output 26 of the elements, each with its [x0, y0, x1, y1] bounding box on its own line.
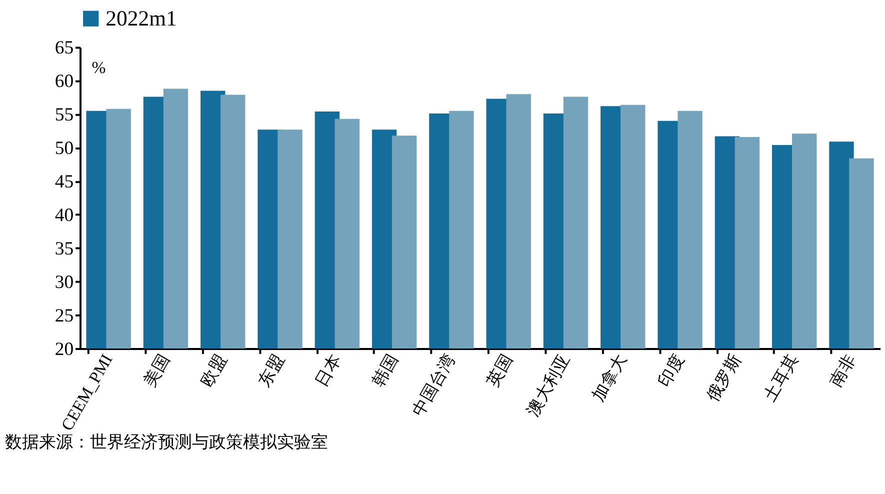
annotation: %	[92, 58, 106, 77]
x-tick-label: 印度	[654, 350, 688, 390]
x-tick-label: 欧盟	[197, 350, 231, 390]
x-tick-label: 美国	[140, 350, 174, 390]
source-note: 数据来源：世界经济预测与政策模拟实验室	[4, 432, 328, 452]
x-tick-label: 中国台湾	[408, 350, 460, 420]
y-tick-label: 40	[54, 205, 74, 226]
legend-label: 2022m1	[106, 6, 177, 31]
x-tick-label: 加拿大	[588, 350, 631, 405]
x-tick-label: 澳大利亚	[523, 350, 574, 420]
y-tick-label: 45	[54, 172, 74, 193]
y-tick-label: 25	[54, 305, 74, 326]
x-tick-label: 俄罗斯	[702, 350, 745, 405]
y-tick-label: 50	[54, 138, 74, 160]
x-tick-label: 南非	[826, 350, 860, 390]
y-tick-label: 30	[54, 272, 74, 293]
x-tick-label: 韩国	[368, 350, 402, 390]
x-tick-label: 英国	[482, 350, 516, 390]
y-tick-label: 20	[54, 338, 74, 360]
y-tick-label: 60	[54, 71, 74, 92]
x-tick-label: 土耳其	[760, 350, 802, 405]
y-tick-label: 65	[54, 38, 74, 59]
y-tick-label: 55	[54, 104, 74, 126]
x-tick-label: 日本	[311, 350, 345, 390]
y-tick-label: 35	[54, 238, 74, 260]
x-tick-label: 东盟	[254, 350, 288, 390]
